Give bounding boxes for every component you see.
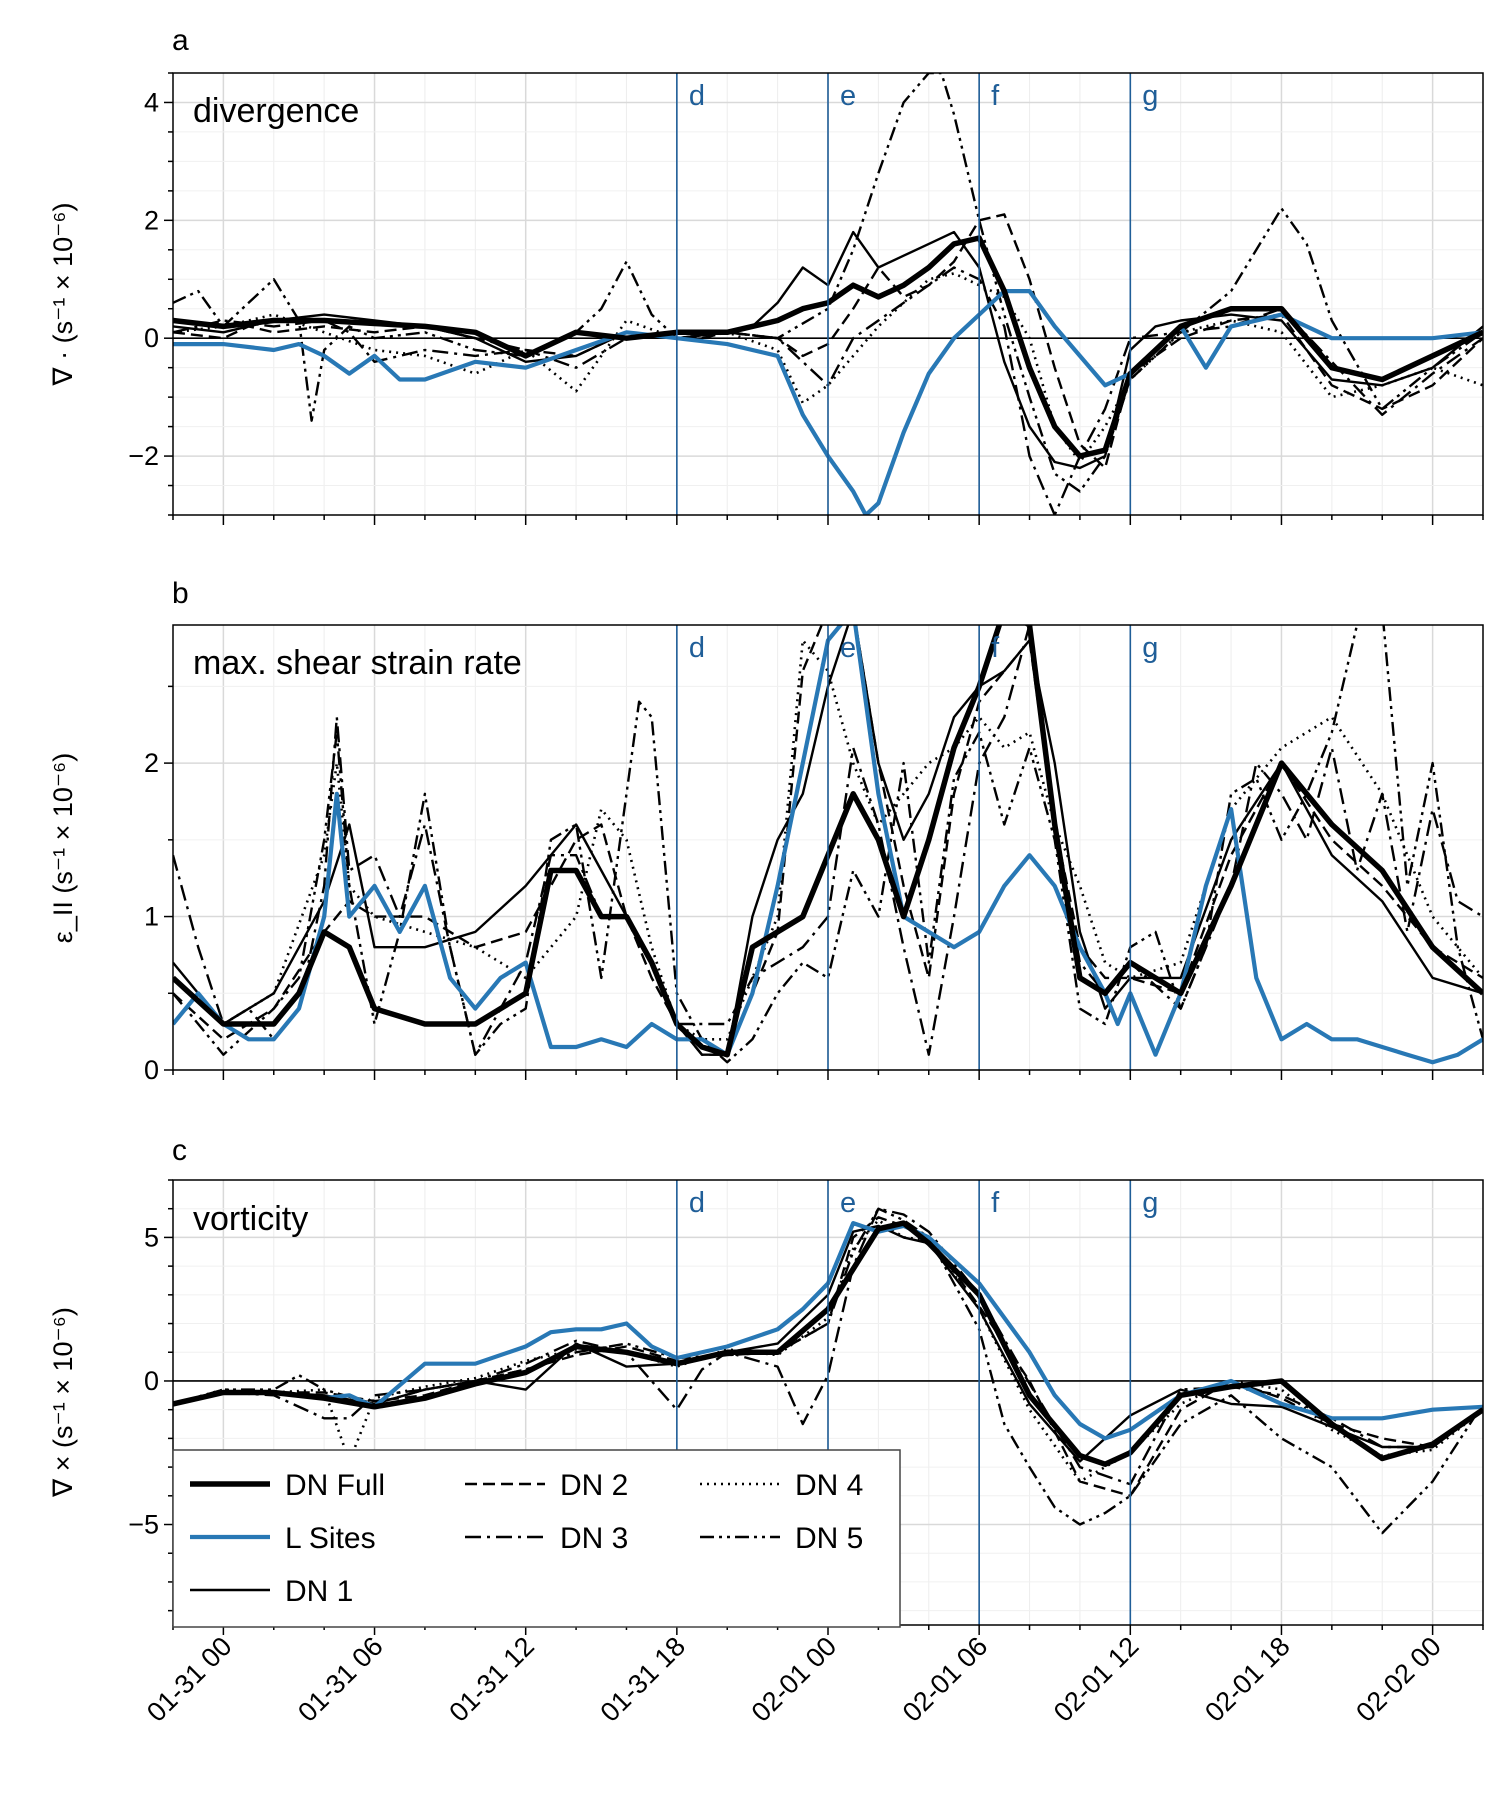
event-label-g: g [1142,1187,1158,1219]
panel-a-ylabel: ∇ · (s⁻¹ × 10⁻⁶) [48,203,78,387]
series-dn-2 [173,213,1483,470]
x-tick-label: 01-31 12 [443,1631,540,1728]
event-label-f: f [991,632,1000,664]
panel-a-events: d e f g [676,73,1158,515]
series-l-sites [173,289,1483,515]
legend-label: DN 3 [560,1522,628,1555]
event-label-f: f [991,80,1000,112]
panel-a-title: divergence [193,92,359,130]
panel-letter-a: a [172,24,189,57]
y-tick-label: −2 [128,441,159,471]
series-dn-2 [173,1216,1483,1497]
x-tick-label: 02-01 00 [746,1631,843,1728]
event-label-d: d [689,80,705,112]
series-dn-4 [173,639,1483,1041]
series-dn-full [173,1220,1483,1467]
event-label-g: g [1142,80,1158,112]
series-dn-5 [173,73,1483,493]
legend-label: DN Full [285,1469,385,1502]
y-tick-label: 2 [144,205,159,235]
panel-b-axes: 0 1 2 [144,685,1484,1085]
panel-a-series [173,73,1483,515]
panel-letter-b: b [172,577,189,610]
event-label-d: d [689,632,705,664]
y-tick-label: −5 [128,1510,159,1540]
event-label-e: e [840,80,856,112]
y-tick-label: 4 [144,87,159,117]
series-dn-3 [173,1207,1483,1486]
y-tick-label: 2 [144,748,159,778]
panel-b-events: d e f g [676,625,1158,1070]
y-tick-label: 0 [144,1366,159,1396]
panel-b-title: max. shear strain rate [193,644,522,682]
panel-c-series [173,1207,1483,1535]
series-dn-full [173,625,1483,1058]
legend-box [172,1449,901,1628]
y-tick-label: 5 [144,1222,159,1252]
event-label-d: d [689,1187,705,1219]
x-axis-labels: 01-31 00 01-31 06 01-31 12 01-31 18 02-01 00… [141,1631,1447,1728]
event-label-g: g [1142,632,1158,664]
panel-b-ylabel: ε_II (s⁻¹ × 10⁻⁶) [48,753,78,943]
panel-a-axes: −2 0 2 4 [128,72,1484,525]
panel-b: b d e f g 0 1 2 max. shear strain rate ε_II (… [48,577,1484,1085]
y-tick-label: 1 [144,902,159,932]
legend-label: DN 4 [795,1469,863,1502]
event-label-f: f [991,1187,1000,1219]
panel-letter-c: c [172,1134,187,1167]
legend-label: DN 2 [560,1469,628,1502]
legend: DN Full L Sites DN 1 DN 2 DN 3 DN 4 DN 5 [172,1449,901,1628]
x-tick-label: 02-01 06 [897,1631,994,1728]
panel-a: a d e f g −2 0 2 4 divergence ∇ · (s⁻¹ × 10⁻⁶) [48,24,1484,525]
y-tick-label: 0 [144,1055,159,1085]
x-tick-label: 01-31 06 [292,1631,389,1728]
panel-c-ylabel: ∇ × (s⁻¹ × 10⁻⁶) [48,1307,78,1498]
legend-label: L Sites [285,1522,376,1555]
series-dn-4 [173,272,1483,464]
x-tick-label: 02-01 18 [1199,1631,1296,1728]
x-tick-label: 01-31 00 [141,1631,238,1728]
legend-label: DN 1 [285,1575,353,1608]
series-dn-1 [173,230,1483,470]
event-label-e: e [840,1187,856,1219]
series-dn-3 [173,625,1483,1056]
panel-c: c d e f g −5 0 5 vorticity ∇ × (s⁻¹ × 10⁻⁶) D… [48,1134,1484,1635]
event-label-e: e [840,632,856,664]
series-dn-1 [173,1224,1483,1463]
x-tick-label: 02-01 12 [1048,1631,1145,1728]
panel-c-title: vorticity [193,1200,308,1238]
x-tick-label: 02-02 00 [1350,1631,1447,1728]
legend-label: DN 5 [795,1522,863,1555]
y-tick-label: 0 [144,323,159,353]
x-tick-label: 01-31 18 [595,1631,692,1728]
series-dn-full [173,235,1483,459]
series-dn-3 [173,266,1483,515]
